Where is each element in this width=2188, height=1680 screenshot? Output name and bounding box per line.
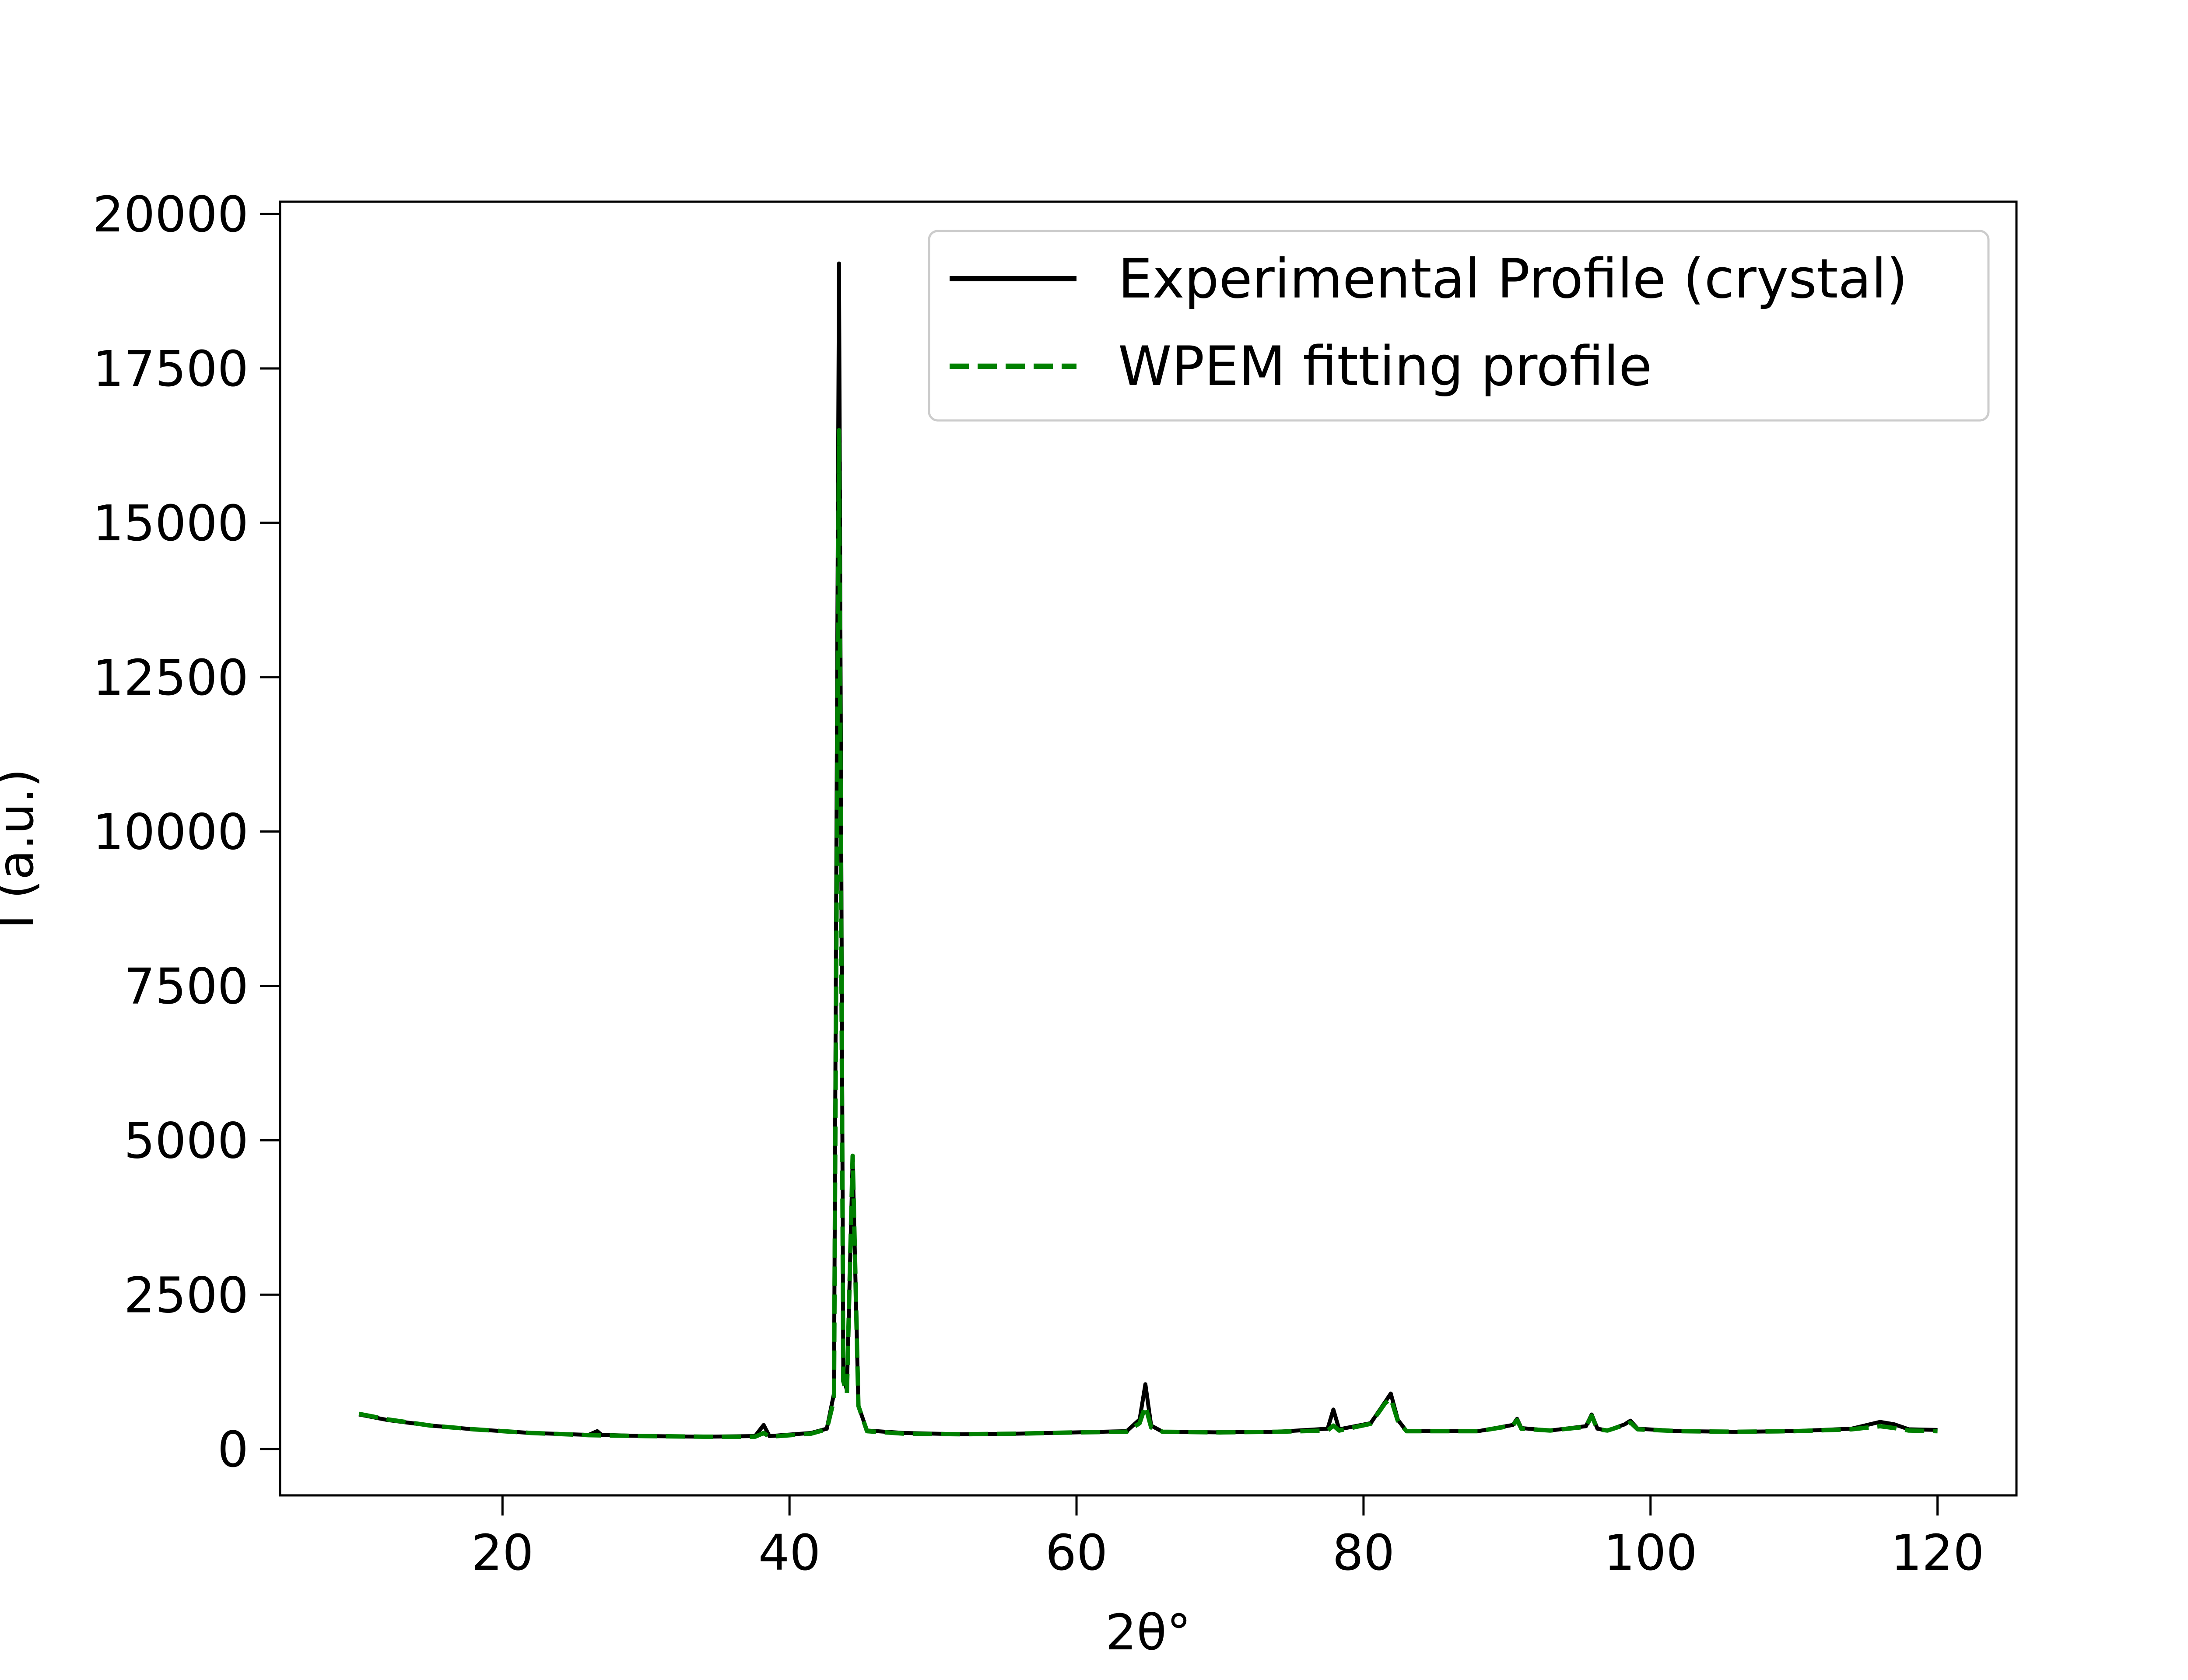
- y-tick-label: 0: [217, 1421, 249, 1478]
- y-tick-label: 2500: [124, 1267, 249, 1324]
- y-tick-label: 17500: [93, 341, 249, 398]
- series-layer: [358, 261, 1938, 1439]
- legend-box: [928, 230, 1990, 422]
- x-tick-label: 100: [1604, 1525, 1697, 1582]
- y-tick-label: 7500: [124, 959, 249, 1015]
- legend-label-experimental: Experimental Profile (crystal): [1118, 248, 1907, 311]
- x-tick-label: 120: [1891, 1525, 1985, 1582]
- y-tick-label: 12500: [93, 650, 249, 707]
- y-tick-label: 20000: [93, 186, 249, 243]
- plot-frame: [279, 200, 2018, 1497]
- y-tick-label: 5000: [124, 1113, 249, 1169]
- legend-label-wpem: WPEM fitting profile: [1118, 335, 1652, 398]
- series-line-wpem-fit: [358, 428, 1938, 1439]
- x-tick-label: 40: [758, 1525, 821, 1582]
- y-tick-label: 15000: [93, 495, 249, 552]
- y-tick-label: 10000: [93, 804, 249, 861]
- x-tick-label: 20: [471, 1525, 534, 1582]
- x-tick-label: 60: [1045, 1525, 1108, 1582]
- legend: Experimental Profile (crystal) WPEM fitt…: [928, 230, 1990, 422]
- x-axis-label: 2θ°: [1105, 1604, 1191, 1661]
- ticks-layer: 20 40 60 80 100 120 0 2500 5000 7500 10000 12500 150…: [93, 186, 1985, 1582]
- x-tick-label: 80: [1332, 1525, 1395, 1582]
- y-axis-label: I (a.u.): [0, 769, 45, 929]
